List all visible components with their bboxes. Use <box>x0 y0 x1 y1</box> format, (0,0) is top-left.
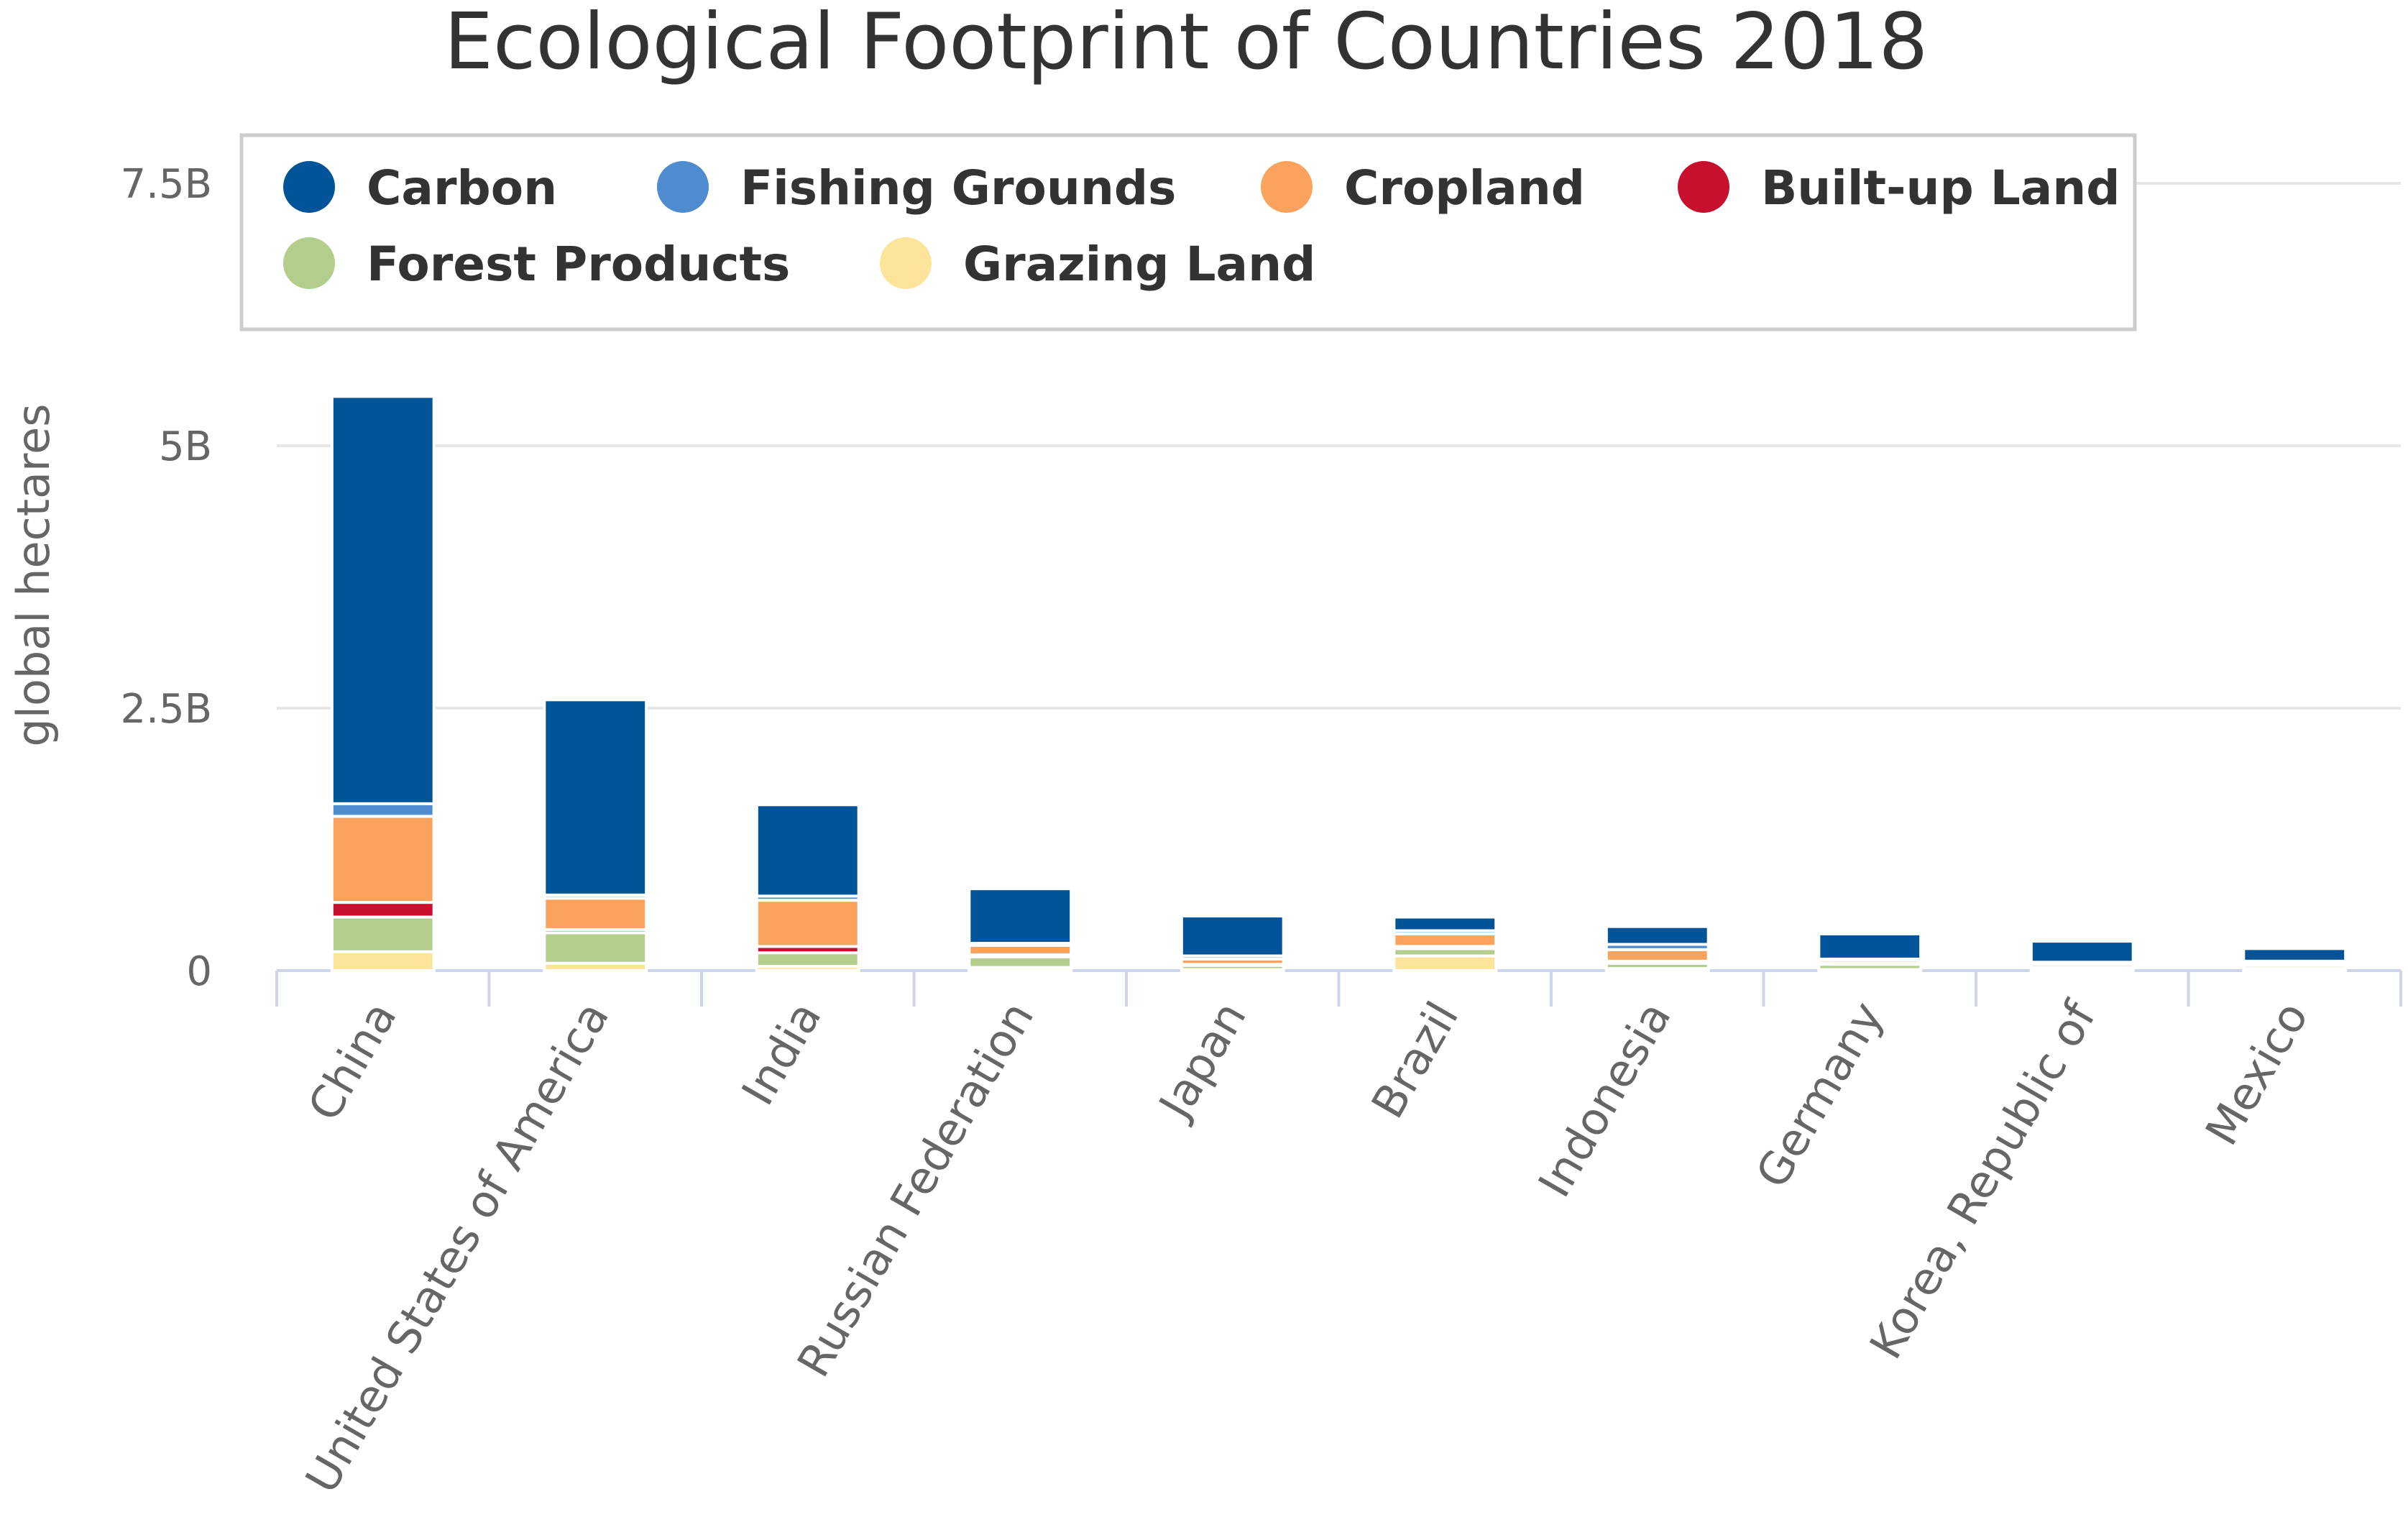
y-tick-label: 5B <box>159 423 212 470</box>
bar-stack[interactable] <box>1180 915 1285 973</box>
bar-stack[interactable] <box>1392 915 1498 973</box>
bars <box>330 395 2348 973</box>
legend-marker <box>1261 161 1313 213</box>
legend-marker <box>283 161 335 213</box>
chart-title: Ecological Footprint of Countries 2018 <box>444 0 1929 87</box>
bar-segment[interactable] <box>2029 940 2135 964</box>
bar-stack[interactable] <box>755 803 860 973</box>
bar-segment[interactable] <box>968 956 1073 969</box>
x-tick-label: Korea, Republic of <box>1860 991 2107 1367</box>
bar-segment[interactable] <box>2242 947 2348 963</box>
bar-segment[interactable] <box>755 803 860 898</box>
y-axis-labels: 0 2.5B 5B 7.5B <box>121 161 212 995</box>
legend-label: Carbon <box>367 160 557 216</box>
legend-label: Built-up Land <box>1761 160 2120 216</box>
bar-segment[interactable] <box>330 395 436 805</box>
bar-segment[interactable] <box>968 887 1073 945</box>
y-tick-label: 0 <box>186 948 212 995</box>
bar-stack[interactable] <box>2029 940 2135 973</box>
x-tick-label: Brazil <box>1361 993 1469 1127</box>
legend-item[interactable]: Cropland <box>1261 160 1585 216</box>
legend-item[interactable]: Carbon <box>283 160 557 216</box>
bar-segment[interactable] <box>1817 932 1923 961</box>
bar-stack[interactable] <box>968 887 1073 972</box>
x-tick-label: China <box>298 993 407 1130</box>
bar-segment[interactable] <box>1604 925 1710 946</box>
bar-segment[interactable] <box>1392 915 1498 933</box>
bar-segment[interactable] <box>330 915 436 953</box>
legend-box <box>239 133 2137 331</box>
legend-marker <box>880 237 932 289</box>
legend-item[interactable]: Grazing Land <box>880 237 1315 292</box>
legend-item[interactable]: Fishing Grounds <box>657 160 1176 216</box>
x-tick-label: Mexico <box>2195 993 2318 1154</box>
legend[interactable]: Carbon Fishing Grounds Cropland Built-up La… <box>239 133 2137 331</box>
bar-segment[interactable] <box>755 951 860 968</box>
legend-item[interactable]: Forest Products <box>283 237 790 292</box>
bar-stack[interactable] <box>2242 947 2348 972</box>
legend-label: Fishing Grounds <box>740 160 1176 216</box>
x-tick-label: Japan <box>1147 993 1256 1130</box>
bar-segment[interactable] <box>330 901 436 919</box>
bar-stack[interactable] <box>543 698 648 973</box>
x-tick-label: Germany <box>1746 993 1894 1196</box>
x-tick-label: Indonesia <box>1528 993 1681 1206</box>
y-tick-label: 7.5B <box>121 161 212 208</box>
axes <box>275 969 2402 1007</box>
bar-segment[interactable] <box>330 950 436 972</box>
x-tick-label: India <box>731 993 831 1114</box>
legend-item[interactable]: Built-up Land <box>1678 160 2120 216</box>
y-axis-title: global hectares <box>7 403 60 746</box>
legend-label: Forest Products <box>367 237 790 292</box>
legend-marker <box>657 161 709 213</box>
bar-segment[interactable] <box>1604 948 1710 963</box>
bar-segment[interactable] <box>1392 954 1498 973</box>
bar-segment[interactable] <box>543 931 648 965</box>
bar-stack[interactable] <box>1817 932 1923 973</box>
bar-segment[interactable] <box>1392 932 1498 948</box>
bar-segment[interactable] <box>330 815 436 904</box>
bar-segment[interactable] <box>755 899 860 948</box>
x-tick-label: Russian Federation <box>787 993 1044 1385</box>
bar-segment[interactable] <box>543 698 648 897</box>
legend-marker <box>283 237 335 289</box>
bar-segment[interactable] <box>1180 915 1285 958</box>
legend-label: Cropland <box>1344 160 1585 216</box>
bar-stack[interactable] <box>1604 925 1710 972</box>
legend-label: Grazing Land <box>963 237 1315 292</box>
bar-stack[interactable] <box>330 395 436 972</box>
legend-marker <box>1678 161 1729 213</box>
bar-segment[interactable] <box>330 802 436 818</box>
y-tick-label: 2.5B <box>121 686 212 733</box>
bar-segment[interactable] <box>543 897 648 932</box>
